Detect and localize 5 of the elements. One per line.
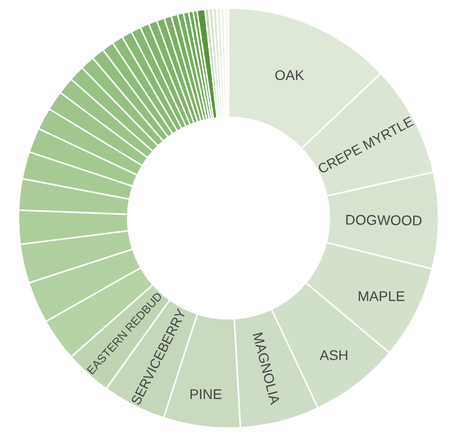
slice-label: MAPLE: [358, 288, 406, 304]
slice-label: ASH: [320, 346, 348, 363]
slice-label: OAK: [274, 67, 305, 84]
slice-label: DOGWOOD: [345, 211, 422, 228]
slice-label: PINE: [189, 386, 222, 402]
